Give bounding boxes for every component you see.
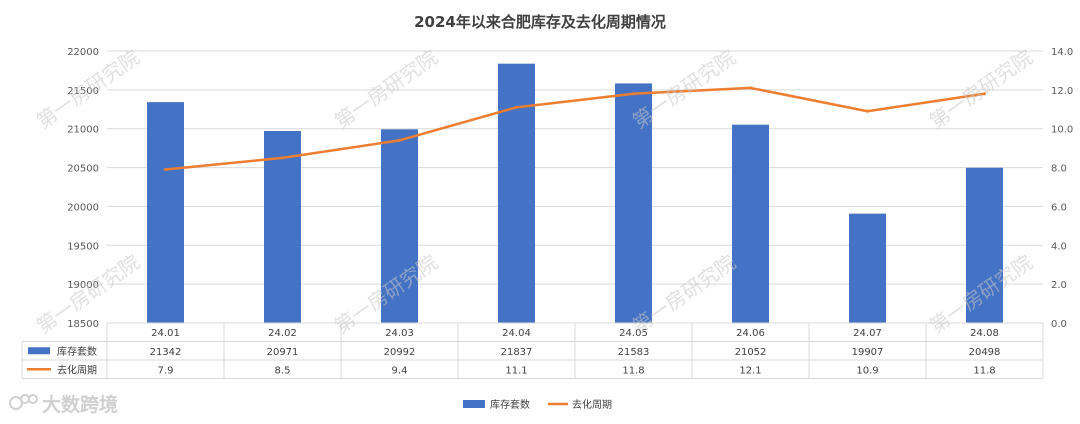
- x-axis-label: 24.06: [736, 328, 765, 339]
- right-axis-tick: 12.0: [1051, 86, 1073, 97]
- right-axis-tick: 6.0: [1051, 202, 1067, 213]
- line-point: [749, 86, 752, 90]
- line-point: [164, 168, 167, 172]
- x-axis-label: 24.04: [502, 328, 531, 339]
- data-table: 24.01 24.02 24.03 24.04 24.05 24.06 24.07 24.08…: [21, 322, 1044, 379]
- line-point: [281, 156, 284, 160]
- data-label: 10.9: [856, 365, 878, 376]
- line-path: [165, 86, 985, 171]
- watermark-text: 第一房研究院: [32, 45, 144, 133]
- bar: [264, 130, 301, 323]
- left-axis-tick: 21500: [67, 86, 99, 97]
- data-label: 21342: [150, 347, 182, 358]
- x-axis-label: 24.01: [151, 328, 180, 339]
- data-label: 8.5: [275, 365, 291, 376]
- data-label: 20498: [969, 347, 1001, 358]
- data-label: 19907: [852, 347, 884, 358]
- table-series-name: 库存套数: [57, 345, 97, 358]
- bar: [849, 213, 886, 323]
- data-label: 12.1: [739, 365, 761, 376]
- left-axis: 22000 21500 21000 20500 20000 19500 19000 18500: [67, 47, 99, 330]
- right-axis-tick: 4.0: [1051, 241, 1067, 252]
- legend-label: 库存套数: [490, 398, 530, 411]
- data-label: 11.8: [622, 365, 644, 376]
- left-axis-tick: 20500: [67, 164, 99, 175]
- line-point: [866, 109, 869, 113]
- x-axis-label: 24.07: [853, 328, 882, 339]
- data-label: 9.4: [392, 365, 408, 376]
- table-legend-key: [28, 347, 50, 355]
- left-axis-tick: 20000: [67, 202, 99, 213]
- data-label: 20992: [384, 347, 416, 358]
- left-axis-tick: 19000: [67, 280, 99, 291]
- bar-series: [147, 63, 1003, 324]
- legend-label: 去化周期: [572, 398, 612, 411]
- table-series-name: 去化周期: [57, 363, 97, 376]
- left-axis-tick: 18500: [67, 319, 99, 330]
- bar: [966, 167, 1003, 323]
- bar: [381, 129, 418, 323]
- data-label: 11.8: [973, 365, 995, 376]
- data-label: 20971: [267, 347, 299, 358]
- data-label: 21583: [618, 347, 650, 358]
- left-axis-tick: 21000: [67, 125, 99, 136]
- x-axis-label: 24.05: [619, 328, 648, 339]
- line-series: [164, 86, 986, 172]
- gridlines: [107, 50, 1043, 324]
- line-point: [983, 92, 986, 96]
- bar: [498, 63, 535, 324]
- bar: [147, 102, 184, 323]
- data-label: 7.9: [158, 365, 174, 376]
- x-axis-label: 24.02: [268, 328, 297, 339]
- watermark-text: 第一房研究院: [925, 45, 1037, 133]
- right-axis-tick: 2.0: [1051, 280, 1067, 291]
- data-label: 21052: [735, 347, 767, 358]
- data-label: 21837: [501, 347, 533, 358]
- watermark-text: 第一房研究院: [330, 45, 442, 133]
- right-axis-tick: 10.0: [1051, 125, 1073, 136]
- bar: [732, 124, 769, 323]
- line-point: [398, 138, 401, 142]
- line-point: [515, 105, 518, 109]
- right-axis-tick: 14.0: [1051, 47, 1073, 58]
- brand-icon: [9, 394, 38, 410]
- right-axis: 14.0 12.0 10.0 8.0 6.0 4.0 2.0 0.0: [1051, 47, 1073, 330]
- left-axis-tick: 19500: [67, 241, 99, 252]
- left-axis-tick: 22000: [67, 47, 99, 58]
- chart-title: 2024年以来合肥库存及去化周期情况: [414, 13, 666, 31]
- right-axis-tick: 0.0: [1051, 319, 1067, 330]
- data-label: 11.1: [505, 365, 527, 376]
- right-axis-tick: 8.0: [1051, 164, 1067, 175]
- x-axis-label: 24.03: [385, 328, 414, 339]
- legend: 库存套数 去化周期: [463, 398, 612, 411]
- legend-key-bar: [463, 400, 485, 408]
- line-point: [632, 92, 635, 96]
- brand-text: 大数跨境: [42, 393, 118, 416]
- brand-logo: 大数跨境: [9, 393, 118, 416]
- x-axis-label: 24.08: [970, 328, 999, 339]
- bar: [615, 83, 652, 323]
